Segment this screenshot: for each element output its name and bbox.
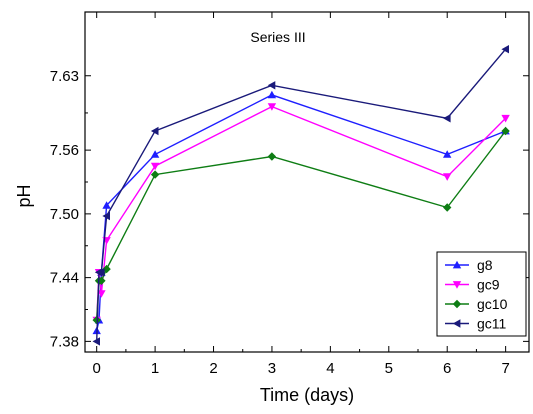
y-tick-label: 7.56 bbox=[50, 142, 79, 159]
data-point bbox=[443, 173, 452, 181]
data-point bbox=[150, 170, 160, 179]
data-point bbox=[150, 150, 160, 158]
data-point bbox=[501, 126, 510, 136]
series-gc11 bbox=[92, 45, 509, 346]
series-gc10 bbox=[92, 126, 510, 325]
data-point bbox=[267, 152, 277, 161]
data-point bbox=[92, 337, 100, 346]
y-tick-label: 7.63 bbox=[50, 68, 79, 85]
y-tick-label: 7.38 bbox=[50, 333, 79, 350]
data-point bbox=[267, 103, 277, 111]
data-point bbox=[443, 150, 452, 158]
legend-item: g8 bbox=[445, 257, 493, 273]
data-point bbox=[102, 201, 111, 209]
legend-marker bbox=[452, 260, 462, 269]
data-point bbox=[267, 81, 276, 90]
x-tick-label: 2 bbox=[209, 360, 217, 377]
x-tick-label: 7 bbox=[501, 360, 509, 377]
data-point bbox=[501, 45, 509, 54]
x-tick-label: 0 bbox=[93, 360, 101, 377]
data-point bbox=[443, 203, 452, 212]
legend-marker bbox=[452, 281, 462, 289]
data-point bbox=[92, 315, 101, 325]
y-tick-label: 7.50 bbox=[50, 206, 79, 223]
legend-label: g8 bbox=[477, 257, 493, 273]
legend-item: gc9 bbox=[445, 277, 500, 293]
y-axis: 7.38 7.44 7.50 7.56 7.63 bbox=[50, 68, 529, 350]
legend-item: gc10 bbox=[445, 296, 508, 312]
x-tick-label: 5 bbox=[385, 360, 393, 377]
series-layer bbox=[92, 45, 510, 346]
legend-label: gc10 bbox=[477, 296, 508, 312]
data-point bbox=[102, 211, 110, 221]
data-point bbox=[97, 290, 106, 298]
series-line bbox=[96, 94, 506, 331]
legend-marker bbox=[452, 299, 462, 309]
legend-item: gc11 bbox=[445, 316, 507, 332]
data-point bbox=[97, 268, 105, 277]
x-axis: 0 1 2 3 4 5 6 7 bbox=[93, 12, 510, 377]
legend-marker bbox=[452, 319, 461, 328]
data-point bbox=[150, 162, 160, 171]
y-axis-title: pH bbox=[14, 184, 34, 207]
x-tick-label: 3 bbox=[268, 360, 276, 377]
data-point bbox=[150, 126, 159, 136]
x-tick-label: 1 bbox=[151, 360, 159, 377]
legend: g8 gc9 gc10 gc11 bbox=[436, 251, 527, 337]
legend-label: gc11 bbox=[477, 316, 507, 332]
x-tick-label: 4 bbox=[326, 360, 334, 377]
x-axis-title: Time (days) bbox=[260, 385, 354, 405]
legend-label: gc9 bbox=[477, 277, 500, 293]
data-point bbox=[443, 114, 451, 123]
legend-box bbox=[436, 251, 527, 337]
data-point bbox=[501, 114, 510, 123]
y-tick-label: 7.44 bbox=[50, 270, 79, 287]
data-point bbox=[267, 90, 277, 99]
chart-annotation: Series III bbox=[250, 29, 305, 45]
x-tick-label: 6 bbox=[443, 360, 451, 377]
